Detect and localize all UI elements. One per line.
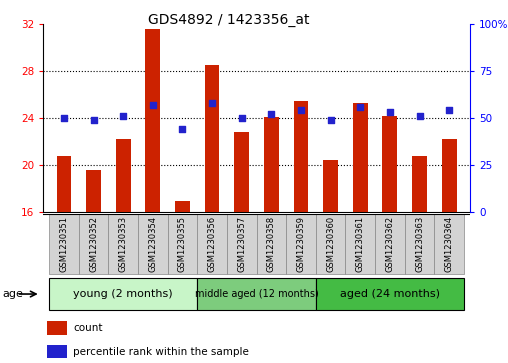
Bar [175,200,190,212]
Text: aged (24 months): aged (24 months) [340,289,440,299]
Point [267,111,275,117]
Bar [353,103,368,212]
FancyBboxPatch shape [227,214,257,274]
Point [208,100,216,106]
Bar [86,170,101,212]
Text: GSM1230352: GSM1230352 [89,216,98,272]
Bar [145,29,160,212]
FancyBboxPatch shape [49,278,197,310]
Text: age: age [3,289,23,299]
Bar [294,101,308,212]
FancyBboxPatch shape [168,214,197,274]
Bar [116,139,131,212]
Text: GSM1230354: GSM1230354 [148,216,157,272]
Point [178,126,186,132]
FancyBboxPatch shape [79,214,108,274]
Point [149,102,157,108]
FancyBboxPatch shape [375,214,405,274]
Point [386,109,394,115]
Bar [383,115,397,212]
Text: GSM1230364: GSM1230364 [444,216,454,272]
Text: percentile rank within the sample: percentile rank within the sample [73,347,249,357]
Bar [205,65,219,212]
Point [297,107,305,113]
FancyBboxPatch shape [316,278,464,310]
Text: GSM1230358: GSM1230358 [267,216,276,272]
FancyBboxPatch shape [138,214,168,274]
Point [445,107,453,113]
Point [356,104,364,110]
FancyBboxPatch shape [197,214,227,274]
Text: GSM1230356: GSM1230356 [208,216,216,272]
Point [89,117,98,123]
Text: GSM1230351: GSM1230351 [59,216,69,272]
Text: GSM1230361: GSM1230361 [356,216,365,272]
FancyBboxPatch shape [405,214,434,274]
Bar [323,160,338,212]
Text: GSM1230357: GSM1230357 [237,216,246,272]
Point [238,115,246,121]
Text: GSM1230355: GSM1230355 [178,216,187,272]
Text: GSM1230353: GSM1230353 [119,216,128,272]
Bar [47,345,67,358]
Text: count: count [73,323,103,333]
FancyBboxPatch shape [316,214,345,274]
Text: GSM1230363: GSM1230363 [415,216,424,272]
Point [60,115,68,121]
Text: GSM1230359: GSM1230359 [297,216,305,272]
Bar [56,156,71,212]
Text: middle aged (12 months): middle aged (12 months) [195,289,319,299]
FancyBboxPatch shape [434,214,464,274]
Bar [47,322,67,335]
Bar [412,156,427,212]
Text: GDS4892 / 1423356_at: GDS4892 / 1423356_at [148,13,309,27]
Text: GSM1230360: GSM1230360 [326,216,335,272]
Bar [264,117,279,212]
FancyBboxPatch shape [49,214,79,274]
Text: GSM1230362: GSM1230362 [386,216,394,272]
FancyBboxPatch shape [345,214,375,274]
Text: young (2 months): young (2 months) [73,289,173,299]
Point [327,117,335,123]
FancyBboxPatch shape [108,214,138,274]
FancyBboxPatch shape [197,278,316,310]
FancyBboxPatch shape [286,214,316,274]
Bar [442,139,457,212]
Point [416,113,424,119]
Bar [234,132,249,212]
FancyBboxPatch shape [257,214,286,274]
Point [119,113,127,119]
